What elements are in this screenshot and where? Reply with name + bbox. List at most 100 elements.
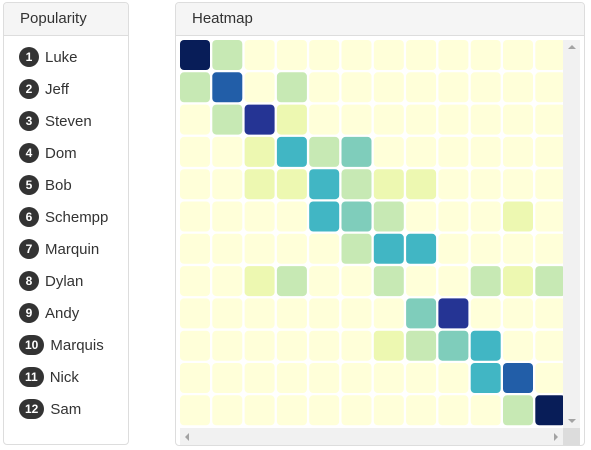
- person-name: Marquis: [50, 336, 104, 354]
- heatmap-cell: [535, 363, 563, 393]
- list-item[interactable]: 7 Marquin: [19, 233, 99, 265]
- heatmap-cell: [180, 104, 210, 135]
- person-name: Dom: [45, 144, 77, 162]
- heatmap-cell: [341, 395, 372, 426]
- heatmap-cell: [373, 201, 404, 232]
- heatmap-cell: [373, 330, 404, 361]
- heatmap-cell: [309, 104, 340, 135]
- heatmap-cell: [180, 298, 210, 329]
- rank-badge: 6: [19, 207, 39, 227]
- heatmap-cell: [309, 233, 340, 264]
- horizontal-scrollbar[interactable]: [180, 428, 563, 445]
- person-name: Marquin: [45, 240, 100, 258]
- heatmap-cell: [180, 233, 210, 264]
- heatmap-cell: [309, 72, 340, 103]
- heatmap-cell: [373, 363, 404, 393]
- heatmap-cell: [341, 104, 372, 135]
- heatmap-cell: [503, 330, 533, 361]
- list-item[interactable]: 1 Luke: [19, 41, 78, 73]
- heatmap-cell: [212, 363, 243, 393]
- popularity-title: Popularity: [4, 3, 128, 36]
- heatmap-cell: [373, 266, 404, 297]
- arrow-left-icon[interactable]: [185, 433, 189, 441]
- heatmap-cell: [180, 330, 210, 361]
- heatmap-cell: [470, 104, 501, 135]
- heatmap-cell: [341, 136, 372, 167]
- heatmap-cell: [406, 298, 437, 329]
- heatmap-cell: [503, 136, 533, 167]
- heatmap-cell: [373, 169, 404, 200]
- list-item[interactable]: 5 Bob: [19, 169, 72, 201]
- heatmap-cell: [535, 395, 563, 426]
- heatmap-cell: [503, 72, 533, 103]
- heatmap-cell: [470, 136, 501, 167]
- heatmap-chart: [180, 40, 563, 426]
- heatmap-cell: [180, 136, 210, 167]
- popularity-panel: Popularity 1 Luke 2 Jeff 3 Steven 4 Dom …: [3, 2, 129, 445]
- rank-badge: 11: [19, 367, 44, 387]
- heatmap-cell: [309, 298, 340, 329]
- heatmap-cell: [276, 395, 307, 426]
- heatmap-cell: [180, 40, 210, 70]
- heatmap-cell: [341, 40, 372, 70]
- list-item[interactable]: 3 Steven: [19, 105, 92, 137]
- list-item[interactable]: 11 Nick: [19, 361, 79, 393]
- heatmap-cell: [438, 201, 469, 232]
- heatmap-cell: [341, 266, 372, 297]
- person-name: Jeff: [45, 80, 69, 98]
- person-name: Luke: [45, 48, 78, 66]
- heatmap-cell: [373, 104, 404, 135]
- list-item[interactable]: 2 Jeff: [19, 73, 69, 105]
- list-item[interactable]: 12 Sam: [19, 393, 81, 425]
- heatmap-cell: [470, 72, 501, 103]
- heatmap-cell: [341, 72, 372, 103]
- heatmap-cell: [535, 266, 563, 297]
- heatmap-cell: [212, 395, 243, 426]
- arrow-up-icon[interactable]: [568, 45, 576, 49]
- heatmap-cell: [373, 298, 404, 329]
- heatmap-cell: [470, 363, 501, 393]
- heatmap-cell: [212, 266, 243, 297]
- list-item[interactable]: 8 Dylan: [19, 265, 83, 297]
- heatmap-panel: Heatmap: [175, 2, 585, 446]
- heatmap-cell: [406, 169, 437, 200]
- rank-badge: 2: [19, 79, 39, 99]
- list-item[interactable]: 6 Schempp: [19, 201, 108, 233]
- heatmap-cell: [503, 40, 533, 70]
- heatmap-cell: [438, 298, 469, 329]
- heatmap-cell: [535, 136, 563, 167]
- list-item[interactable]: 4 Dom: [19, 137, 77, 169]
- heatmap-cell: [276, 72, 307, 103]
- heatmap-cell: [438, 266, 469, 297]
- heatmap-cell: [244, 363, 275, 393]
- heatmap-cell: [341, 298, 372, 329]
- heatmap-cell: [373, 233, 404, 264]
- heatmap-cell: [535, 169, 563, 200]
- heatmap-cell: [406, 330, 437, 361]
- heatmap-cell: [244, 72, 275, 103]
- rank-badge: 8: [19, 271, 39, 291]
- list-item[interactable]: 9 Andy: [19, 297, 79, 329]
- person-name: Andy: [45, 304, 80, 322]
- heatmap-cell: [276, 233, 307, 264]
- heatmap-scroll-area[interactable]: [180, 40, 580, 445]
- heatmap-cell: [438, 363, 469, 393]
- heatmap-cell: [244, 40, 275, 70]
- heatmap-cell: [341, 201, 372, 232]
- heatmap-cell: [276, 201, 307, 232]
- list-item[interactable]: 10 Marquis: [19, 329, 104, 361]
- heatmap-cell: [503, 395, 533, 426]
- arrow-right-icon[interactable]: [554, 433, 558, 441]
- vertical-scrollbar[interactable]: [563, 40, 580, 428]
- heatmap-cell: [276, 40, 307, 70]
- heatmap-cell: [438, 104, 469, 135]
- heatmap-cell: [503, 104, 533, 135]
- arrow-down-icon[interactable]: [568, 419, 576, 423]
- heatmap-cell: [180, 266, 210, 297]
- heatmap-cell: [470, 266, 501, 297]
- heatmap-cell: [438, 395, 469, 426]
- heatmap-cell: [535, 233, 563, 264]
- heatmap-cell: [244, 298, 275, 329]
- heatmap-cell: [309, 330, 340, 361]
- heatmap-cell: [341, 233, 372, 264]
